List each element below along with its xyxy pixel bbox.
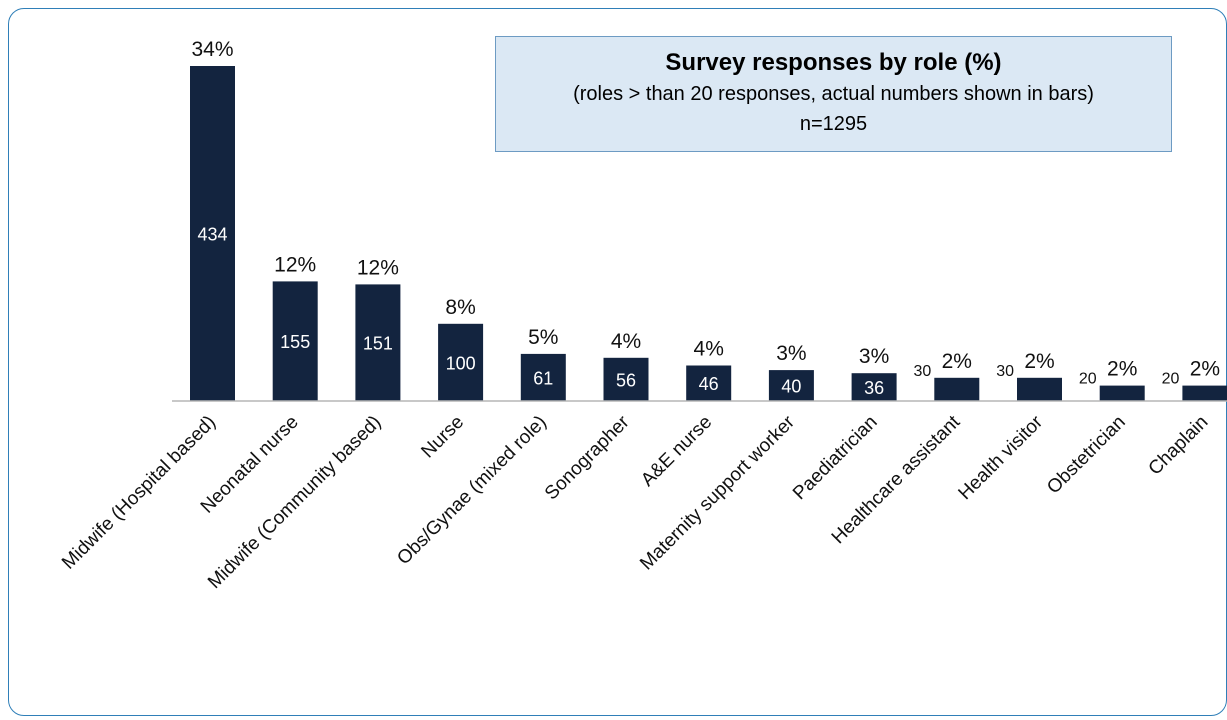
bar	[686, 365, 732, 401]
bar-count-label: 56	[616, 370, 636, 390]
bar-percent-label: 12%	[357, 256, 399, 279]
bar-count-label: 100	[446, 353, 476, 373]
bar-percent-label: 5%	[528, 326, 558, 349]
bar-count-label: 20	[1162, 371, 1180, 388]
bar-count-label: 40	[781, 377, 801, 397]
x-tick-label: Health visitor	[955, 411, 1048, 504]
bar-count-label: 61	[533, 369, 553, 389]
bar-count-label: 30	[914, 363, 932, 380]
x-tick-label: Midwife (Community based)	[204, 412, 385, 593]
bar	[768, 370, 814, 401]
bar-count-label: 30	[996, 363, 1014, 380]
x-tick-label: Obs/Gynae (mixed role)	[393, 412, 550, 569]
bar-count-label: 20	[1079, 371, 1097, 388]
x-tick-label: Obstetrician	[1043, 412, 1130, 499]
bar	[1182, 385, 1227, 401]
bar-percent-label: 2%	[1024, 350, 1054, 373]
chart-note: n=1295	[799, 113, 868, 135]
x-tick-label: A&E nurse	[637, 412, 716, 491]
chart-title: Survey responses by role (%)	[665, 49, 1002, 76]
bar	[603, 357, 649, 401]
bar-percent-label: 3%	[859, 345, 889, 368]
bar-percent-label: 2%	[942, 350, 972, 373]
x-tick-label: Nurse	[417, 412, 468, 463]
bar	[1017, 377, 1062, 401]
bar-percent-label: 2%	[1190, 358, 1220, 381]
bar	[520, 353, 566, 401]
bar-count-label: 434	[197, 225, 227, 245]
bar	[190, 66, 235, 401]
bar	[851, 373, 897, 401]
bars-layer	[190, 66, 1227, 401]
bar-count-label: 36	[864, 378, 884, 398]
bar-percent-label: 12%	[274, 253, 316, 276]
chart-title-box: Survey responses by role (%) (roles > th…	[495, 36, 1172, 152]
bar	[934, 377, 980, 401]
x-tick-label: Midwife (Hospital based)	[58, 412, 220, 574]
bar-percent-label: 34%	[191, 38, 233, 61]
x-tick-label: Sonographer	[541, 411, 634, 504]
bar-count-label: 151	[363, 334, 393, 354]
bar	[1099, 385, 1145, 401]
bar	[355, 284, 401, 401]
x-tick-label: Paediatrician	[789, 412, 882, 505]
bar-count-label: 155	[280, 332, 310, 352]
bar	[272, 281, 318, 401]
bar-percent-label: 4%	[694, 338, 724, 361]
bar-percent-label: 8%	[445, 296, 475, 319]
x-tick-label: Chaplain	[1145, 412, 1213, 480]
bar-percent-label: 4%	[611, 330, 641, 353]
chart-subtitle: (roles > than 20 responses, actual numbe…	[573, 83, 1094, 105]
bar-percent-label: 3%	[776, 342, 806, 365]
x-tick-label: Maternity support worker	[636, 411, 799, 574]
bar-percent-label: 2%	[1107, 358, 1137, 381]
bar-count-label: 46	[699, 374, 719, 394]
bar	[438, 323, 484, 401]
